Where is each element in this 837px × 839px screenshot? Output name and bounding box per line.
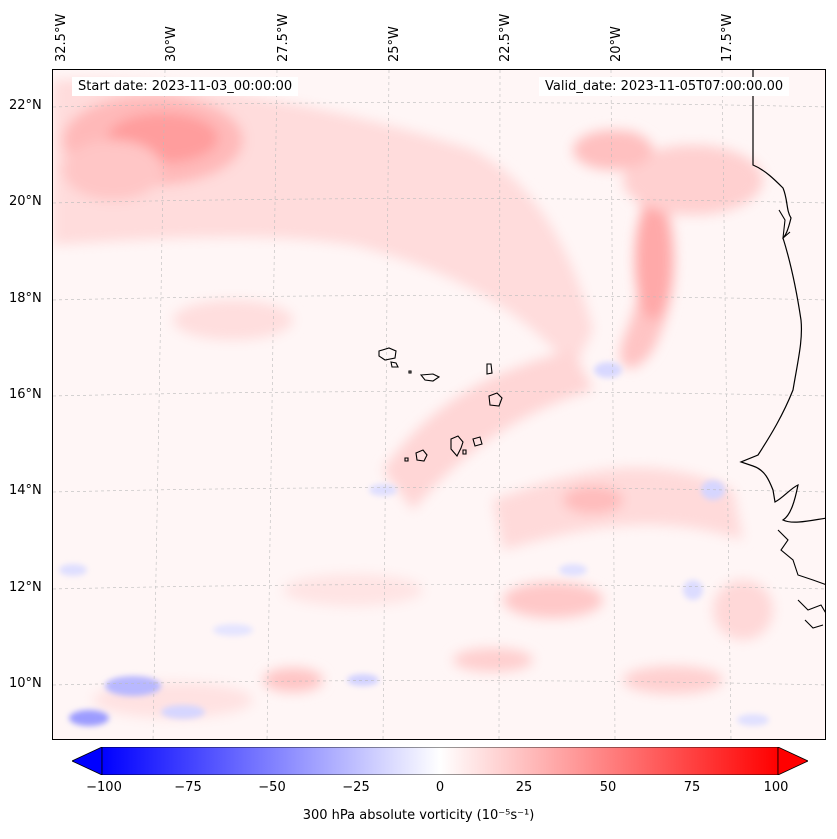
colorbar-tick-m75: −75 [174, 780, 202, 795]
coast-detail-north [778, 209, 791, 240]
lat-label-22n: 22°N [9, 98, 42, 113]
coast-detail-south [777, 529, 825, 585]
colorbar-tick-m50: −50 [258, 780, 286, 795]
lat-label-14n: 14°N [9, 483, 42, 498]
map-panel[interactable] [52, 69, 826, 740]
lat-label-12n: 12°N [9, 580, 42, 595]
colorbar-tick-100: 100 [763, 780, 789, 795]
africa-coastline [739, 70, 825, 523]
colorbar [72, 747, 808, 775]
colorbar-tick-50: 50 [599, 780, 617, 795]
lon-label-27-5w: 27.5°W [276, 13, 291, 62]
valid-date-label: Valid_date: 2023-11-05T07:00:00.00 [539, 77, 790, 96]
colorbar-tick-0: 0 [435, 780, 445, 795]
colorbar-label: 300 hPa absolute vorticity (10⁻⁵s⁻¹) [302, 808, 535, 823]
colorbar-tick-m25: −25 [342, 780, 370, 795]
lon-label-30w: 30°W [164, 26, 179, 62]
positive-vorticity-regions [53, 79, 773, 718]
lon-label-17-5w: 17.5°W [720, 13, 735, 62]
colorbar-extend-high [777, 747, 808, 775]
negative-vorticity-regions [59, 362, 769, 726]
lat-label-20n: 20°N [9, 194, 42, 209]
colorbar-extend-low [72, 747, 103, 775]
coast-detail-guinea [797, 599, 825, 629]
lat-label-18n: 18°N [9, 291, 42, 306]
vorticity-field [53, 70, 825, 739]
lon-label-22-5w: 22.5°W [498, 13, 513, 62]
colorbar-body [101, 747, 779, 775]
lat-label-10n: 10°N [9, 676, 42, 691]
lon-label-20w: 20°W [609, 26, 624, 62]
lon-label-25w: 25°W [387, 26, 402, 62]
cape-verde-islands [378, 347, 503, 462]
lon-label-32-5w: 32.5°W [54, 13, 69, 62]
lat-label-16n: 16°N [9, 387, 42, 402]
colorbar-tick-m100: −100 [86, 780, 122, 795]
gridlines [53, 70, 825, 739]
colorbar-tick-75: 75 [683, 780, 701, 795]
start-date-label: Start date: 2023-11-03_00:00:00 [72, 77, 299, 96]
colorbar-tick-25: 25 [515, 780, 533, 795]
